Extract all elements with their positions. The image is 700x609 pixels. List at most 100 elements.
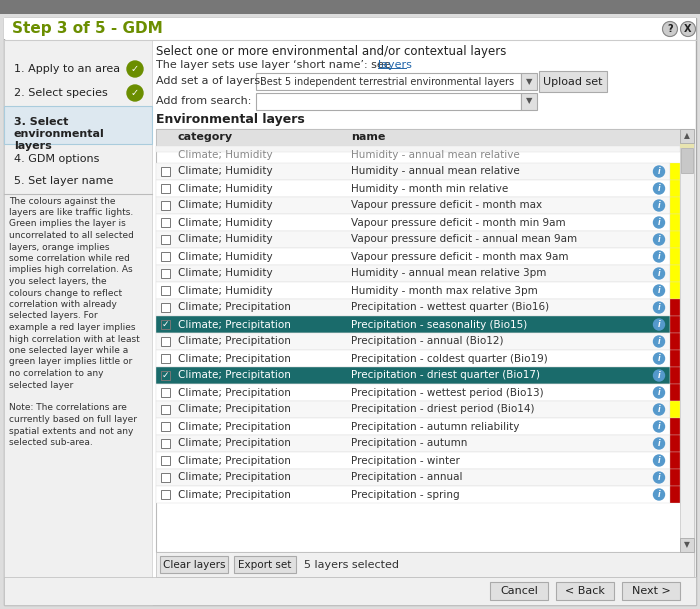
Bar <box>256 73 521 90</box>
Text: Precipitation - coldest quarter (Bio19): Precipitation - coldest quarter (Bio19) <box>351 353 547 364</box>
Circle shape <box>654 353 664 364</box>
Text: Climate; Precipitation: Climate; Precipitation <box>178 337 291 347</box>
Bar <box>156 401 670 418</box>
Circle shape <box>654 472 664 483</box>
Bar <box>156 231 670 248</box>
Bar <box>156 418 670 435</box>
Bar <box>670 452 680 469</box>
Bar <box>4 40 152 605</box>
Text: i: i <box>658 405 660 414</box>
Bar <box>234 556 296 573</box>
Text: Environmental layers: Environmental layers <box>156 113 304 127</box>
Text: ✓: ✓ <box>162 370 169 379</box>
Bar <box>670 333 680 350</box>
Text: environmental: environmental <box>14 129 105 139</box>
Bar <box>161 269 170 278</box>
Text: Climate; Precipitation: Climate; Precipitation <box>178 473 291 482</box>
Text: Next >: Next > <box>631 586 671 596</box>
Text: Precipitation - wettest period (Bio13): Precipitation - wettest period (Bio13) <box>351 387 544 398</box>
Text: correlation with already: correlation with already <box>9 300 117 309</box>
Circle shape <box>680 21 696 37</box>
Text: i: i <box>658 269 660 278</box>
Text: 5. Set layer name: 5. Set layer name <box>14 176 113 186</box>
Text: i: i <box>658 235 660 244</box>
Text: Vapour pressure deficit - month min 9am: Vapour pressure deficit - month min 9am <box>351 217 566 228</box>
Bar <box>680 143 694 148</box>
Bar <box>670 265 680 282</box>
Text: Humidity - month min relative: Humidity - month min relative <box>351 183 508 194</box>
Circle shape <box>662 21 678 37</box>
Bar <box>681 148 693 173</box>
Text: Climate; Humidity: Climate; Humidity <box>178 149 272 160</box>
Text: one selected layer while a: one selected layer while a <box>9 346 128 355</box>
Circle shape <box>654 421 664 432</box>
Bar <box>670 350 680 367</box>
Text: Select one or more environmental and/or contextual layers: Select one or more environmental and/or … <box>156 44 506 57</box>
Text: Step 3 of 5 - GDM: Step 3 of 5 - GDM <box>12 21 162 37</box>
Bar <box>670 316 680 333</box>
Bar <box>161 166 170 175</box>
Text: some correlation while red: some correlation while red <box>9 254 130 263</box>
Text: no correlation to any: no correlation to any <box>9 369 104 378</box>
Bar <box>670 282 680 299</box>
Circle shape <box>654 285 664 296</box>
Text: i: i <box>658 354 660 363</box>
Bar <box>160 556 228 573</box>
Bar <box>670 384 680 401</box>
Text: name: name <box>351 133 386 143</box>
Text: i: i <box>658 201 660 210</box>
Text: selected sub-area.: selected sub-area. <box>9 438 92 447</box>
Text: layers: layers <box>14 141 52 151</box>
Bar <box>4 106 152 144</box>
Circle shape <box>654 370 664 381</box>
Text: 2. Select species: 2. Select species <box>14 88 108 98</box>
Text: i: i <box>658 439 660 448</box>
Text: i: i <box>658 388 660 397</box>
Text: layers: layers <box>378 60 412 70</box>
Text: The layer sets use layer ‘short name’: see: The layer sets use layer ‘short name’: s… <box>156 60 394 70</box>
Text: you select layers, the: you select layers, the <box>9 277 106 286</box>
Text: category: category <box>178 133 233 143</box>
Bar <box>161 456 170 465</box>
Bar <box>680 129 694 552</box>
Bar <box>156 214 670 231</box>
Text: example a red layer implies: example a red layer implies <box>9 323 136 332</box>
Bar <box>156 129 680 146</box>
Text: i: i <box>658 303 660 312</box>
Text: Precipitation - seasonality (Bio15): Precipitation - seasonality (Bio15) <box>351 320 527 329</box>
Bar <box>156 469 670 486</box>
Bar <box>161 404 170 414</box>
Bar <box>670 418 680 435</box>
Text: Precipitation - driest quarter (Bio17): Precipitation - driest quarter (Bio17) <box>351 370 540 381</box>
Bar <box>670 248 680 265</box>
Bar <box>539 71 607 92</box>
Text: Climate; Humidity: Climate; Humidity <box>178 200 272 211</box>
Bar <box>156 552 694 577</box>
Circle shape <box>654 234 664 245</box>
Bar <box>670 299 680 316</box>
Bar <box>670 214 680 231</box>
Bar <box>156 333 670 350</box>
Bar <box>670 435 680 452</box>
Bar <box>156 486 670 503</box>
Bar <box>156 129 694 552</box>
Circle shape <box>654 387 664 398</box>
Text: Humidity - month max relative 3pm: Humidity - month max relative 3pm <box>351 286 538 295</box>
Text: < Back: < Back <box>565 586 605 596</box>
Text: Precipitation - winter: Precipitation - winter <box>351 456 460 465</box>
Text: selected layers. For: selected layers. For <box>9 311 97 320</box>
Bar <box>161 353 170 362</box>
Text: Climate; Precipitation: Climate; Precipitation <box>178 370 291 381</box>
Text: 3. Select: 3. Select <box>14 117 69 127</box>
Text: i: i <box>658 218 660 227</box>
Circle shape <box>654 319 664 330</box>
Text: layers are like traffic lights.: layers are like traffic lights. <box>9 208 133 217</box>
Bar <box>4 18 696 39</box>
Text: green layer implies little or: green layer implies little or <box>9 357 132 367</box>
Text: Note: The correlations are: Note: The correlations are <box>9 404 127 412</box>
Bar <box>156 384 670 401</box>
Circle shape <box>654 438 664 449</box>
Text: layers, orange implies: layers, orange implies <box>9 242 109 252</box>
Bar <box>156 316 670 333</box>
Bar <box>161 320 170 328</box>
